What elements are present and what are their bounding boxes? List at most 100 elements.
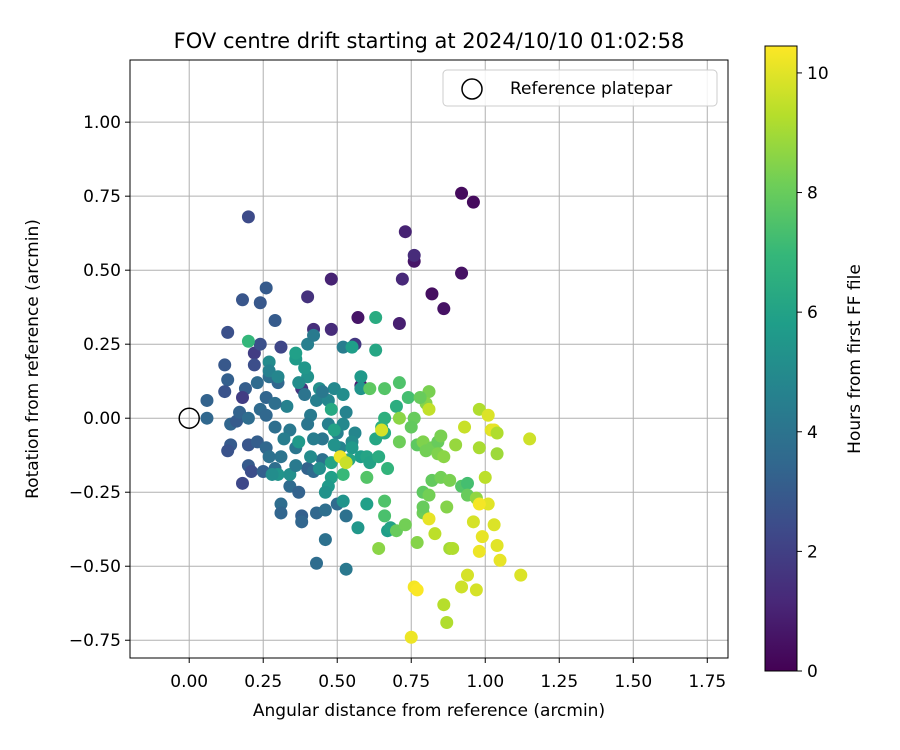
data-point <box>218 358 232 372</box>
data-point <box>318 485 332 499</box>
data-point <box>472 441 486 455</box>
data-point <box>259 408 273 422</box>
data-point <box>490 447 504 461</box>
data-point <box>235 390 249 404</box>
y-tick-label: −0.50 <box>69 557 121 577</box>
data-point <box>318 503 332 517</box>
data-point <box>487 518 501 532</box>
data-point <box>490 539 504 553</box>
data-point <box>345 340 359 354</box>
colorbar-tick-label: 6 <box>807 303 818 323</box>
x-axis-ticks: 0.00 0.25 0.50 0.75 1.00 1.25 1.50 1.75 <box>170 658 726 692</box>
chart-title: FOV centre drift starting at 2024/10/10 … <box>174 29 685 53</box>
data-point <box>318 533 332 547</box>
data-point <box>437 302 451 316</box>
data-point <box>392 376 406 390</box>
data-point <box>472 544 486 558</box>
data-point <box>410 583 424 597</box>
data-point <box>262 355 276 369</box>
data-point <box>295 515 309 529</box>
data-point <box>398 518 412 532</box>
colorbar-tick-label: 10 <box>807 64 829 84</box>
data-point <box>315 432 329 446</box>
data-point <box>289 346 303 360</box>
data-point <box>363 382 377 396</box>
data-point <box>327 438 341 452</box>
x-tick-label: 0.50 <box>318 672 356 692</box>
data-point <box>310 556 324 570</box>
data-point <box>455 186 469 200</box>
data-point <box>372 450 386 464</box>
data-point <box>221 373 235 387</box>
data-point <box>262 450 276 464</box>
data-point <box>446 541 460 555</box>
colorbar-tick-label: 8 <box>807 184 818 204</box>
data-point <box>298 361 312 375</box>
data-point <box>218 385 232 399</box>
y-tick-label: −0.75 <box>69 631 121 651</box>
data-point <box>301 417 315 431</box>
data-point <box>247 358 261 372</box>
data-point <box>369 311 383 325</box>
data-point <box>253 337 267 351</box>
x-tick-label: 0.00 <box>170 672 208 692</box>
data-point <box>354 382 368 396</box>
data-point <box>466 515 480 529</box>
colorbar-tick-label: 2 <box>807 542 818 562</box>
data-point <box>378 382 392 396</box>
data-point <box>336 388 350 402</box>
data-point <box>428 527 442 541</box>
data-point <box>381 462 395 476</box>
data-point <box>392 316 406 330</box>
data-point <box>274 506 288 520</box>
data-point <box>259 281 273 295</box>
data-point <box>265 467 279 481</box>
y-tick-label: 0.50 <box>83 261 121 281</box>
data-point <box>235 476 249 490</box>
data-point <box>298 388 312 402</box>
data-point <box>351 521 365 535</box>
data-point <box>301 290 315 304</box>
plot-frame <box>129 59 729 659</box>
data-point <box>378 509 392 523</box>
data-point <box>324 402 338 416</box>
y-tick-label: 0.00 <box>83 409 121 429</box>
data-point <box>378 411 392 425</box>
data-point <box>241 411 255 425</box>
colorbar-tick-label: 0 <box>807 662 818 682</box>
data-point <box>481 497 495 511</box>
y-tick-label: 1.00 <box>83 113 121 133</box>
data-point <box>413 390 427 404</box>
data-point <box>339 405 353 419</box>
data-point <box>460 476 474 490</box>
data-point <box>434 429 448 443</box>
data-point <box>351 311 365 325</box>
data-point <box>440 615 454 629</box>
y-axis-ticks: −0.75 −0.50 −0.25 0.00 0.25 0.50 0.75 1.00 <box>69 113 130 651</box>
y-tick-label: 0.75 <box>83 187 121 207</box>
data-point <box>327 423 341 437</box>
data-point <box>475 530 489 544</box>
reference-platepar-marker <box>178 407 200 429</box>
data-point <box>416 500 430 514</box>
legend-entry-label: Reference platepar <box>510 79 672 99</box>
data-point <box>274 497 288 511</box>
data-point <box>336 340 350 354</box>
data-point <box>404 630 418 644</box>
data-point <box>274 340 288 354</box>
data-point <box>250 376 264 390</box>
data-point <box>200 393 214 407</box>
data-point <box>221 444 235 458</box>
data-point <box>244 464 258 478</box>
data-point <box>324 322 338 336</box>
data-point <box>472 497 486 511</box>
data-point <box>458 420 472 434</box>
data-point <box>443 473 457 487</box>
data-point <box>268 314 282 328</box>
data-point <box>235 293 249 307</box>
data-point <box>271 370 285 384</box>
data-point <box>478 470 492 484</box>
data-point <box>455 266 469 280</box>
data-point <box>292 485 306 499</box>
data-point <box>280 399 294 413</box>
